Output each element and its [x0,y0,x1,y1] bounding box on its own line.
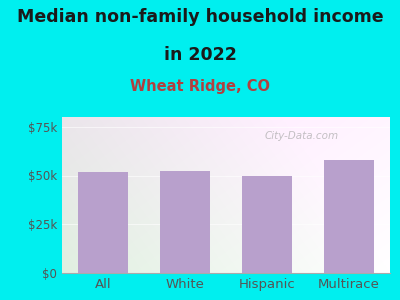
Bar [242,176,292,273]
Text: City-Data.com: City-Data.com [264,131,338,141]
Bar [324,160,374,273]
Text: Wheat Ridge, CO: Wheat Ridge, CO [130,80,270,94]
Bar [160,171,210,273]
Bar [78,172,128,273]
Text: Median non-family household income: Median non-family household income [17,8,383,26]
Text: in 2022: in 2022 [164,46,236,64]
